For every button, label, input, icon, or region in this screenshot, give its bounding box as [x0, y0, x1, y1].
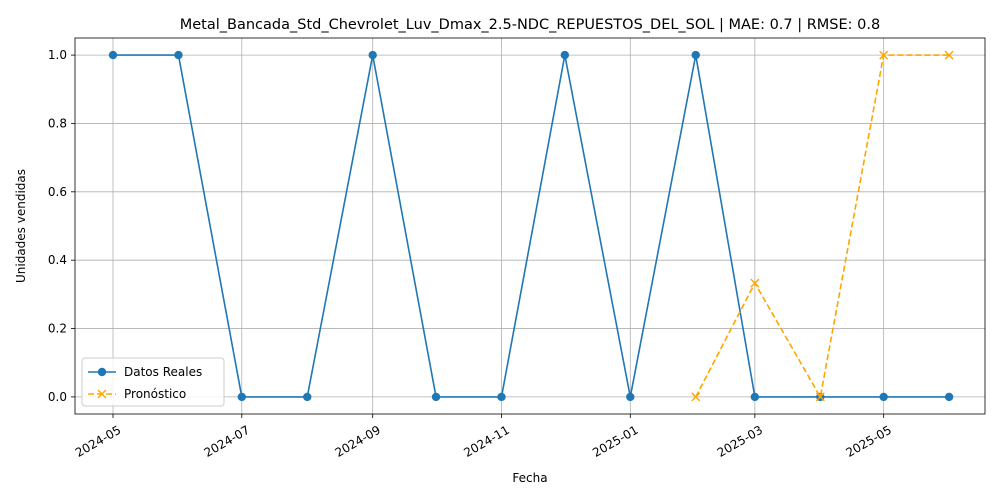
- data-point: [815, 392, 825, 402]
- series-layer: [108, 50, 954, 402]
- x-tick-label: 2024-07: [202, 423, 252, 460]
- legend-marker: [97, 389, 107, 399]
- y-tick-label: 0.2: [48, 322, 67, 336]
- plot-frame: [74, 37, 986, 415]
- data-point: [303, 392, 312, 402]
- y-tick-label: 0.0: [48, 390, 67, 404]
- y-axis-label: Unidades vendidas: [14, 169, 28, 283]
- data-point: [626, 392, 635, 402]
- x-tick-label: 2025-03: [715, 423, 765, 460]
- data-point: [750, 278, 760, 288]
- data-point: [879, 50, 889, 60]
- x-tick-label: 2025-05: [844, 423, 894, 460]
- x-axis: 2024-05 2024-07 2024-09 2024-11 2025-01 2025-…: [73, 414, 894, 460]
- legend-box: [81, 357, 225, 407]
- x-tick-label: 2024-11: [461, 423, 511, 460]
- grid-lines: [75, 38, 985, 414]
- y-axis: 0.0 0.2 0.4 0.6 0.8 1.0: [48, 48, 75, 404]
- data-point: [691, 392, 701, 402]
- x-tick-label: 2024-05: [73, 423, 123, 460]
- legend: Datos Reales Pronóstico: [81, 357, 225, 407]
- series-line-pronostico: [695, 54, 950, 400]
- legend-label: Datos Reales: [124, 365, 202, 379]
- data-point: [944, 392, 954, 402]
- data-point: [879, 392, 888, 402]
- y-tick-label: 1.0: [48, 48, 67, 62]
- legend-label: Pronóstico: [124, 387, 186, 401]
- data-point: [368, 50, 377, 60]
- data-point: [560, 50, 570, 60]
- x-tick-label: 2025-01: [590, 423, 640, 460]
- data-point: [497, 392, 506, 402]
- series-line-datos-reales: [113, 54, 950, 398]
- data-point: [691, 50, 700, 60]
- y-tick-label: 0.8: [48, 116, 67, 130]
- chart-title: Metal_Bancada_Std_Chevrolet_Luv_Dmax_2.5…: [180, 17, 880, 33]
- data-point: [237, 392, 246, 402]
- data-point: [431, 392, 441, 402]
- y-tick-label: 0.4: [48, 253, 67, 267]
- data-point: [944, 50, 954, 60]
- y-tick-label: 0.6: [48, 185, 67, 199]
- data-point: [108, 50, 118, 60]
- x-tick-label: 2024-09: [333, 423, 383, 460]
- data-point: [750, 392, 760, 402]
- legend-marker: [97, 367, 107, 377]
- x-axis-label: Fecha: [512, 471, 547, 485]
- data-point: [174, 50, 183, 60]
